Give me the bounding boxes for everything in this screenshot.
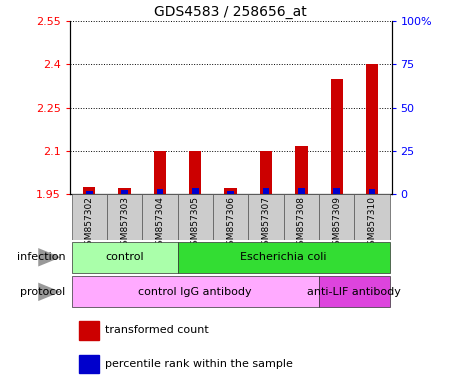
Bar <box>213 194 248 240</box>
Bar <box>79 321 99 340</box>
Bar <box>369 189 375 194</box>
Bar <box>333 188 340 194</box>
Text: transformed count: transformed count <box>105 325 209 336</box>
Bar <box>86 191 93 194</box>
Bar <box>83 187 95 194</box>
Bar <box>154 151 166 194</box>
Bar <box>79 355 99 373</box>
Bar <box>248 194 284 240</box>
Bar <box>319 276 390 307</box>
Bar <box>354 194 390 240</box>
Bar <box>72 276 319 307</box>
Text: GSM857308: GSM857308 <box>297 196 306 251</box>
Bar <box>192 188 198 194</box>
Text: control: control <box>105 252 144 262</box>
Bar <box>295 146 307 194</box>
Bar <box>72 194 107 240</box>
Text: control IgG antibody: control IgG antibody <box>139 287 252 297</box>
Text: GSM857306: GSM857306 <box>226 196 235 251</box>
Bar <box>225 188 237 194</box>
Bar <box>298 188 305 194</box>
Text: GSM857302: GSM857302 <box>85 196 94 251</box>
Text: GSM857305: GSM857305 <box>191 196 200 251</box>
Bar <box>260 151 272 194</box>
Bar <box>72 242 178 273</box>
Text: protocol: protocol <box>20 287 65 297</box>
Bar <box>157 189 163 194</box>
Text: GSM857303: GSM857303 <box>120 196 129 251</box>
Bar <box>178 194 213 240</box>
Text: GSM857307: GSM857307 <box>261 196 270 251</box>
Title: GDS4583 / 258656_at: GDS4583 / 258656_at <box>154 5 307 19</box>
Text: GSM857310: GSM857310 <box>368 196 377 251</box>
Bar <box>121 190 128 194</box>
Bar <box>366 64 378 194</box>
Polygon shape <box>38 283 61 301</box>
Text: GSM857309: GSM857309 <box>332 196 341 251</box>
Bar <box>227 191 234 194</box>
Text: Escherichia coli: Escherichia coli <box>240 252 327 262</box>
Bar <box>319 194 354 240</box>
Text: anti-LIF antibody: anti-LIF antibody <box>307 287 401 297</box>
Bar <box>142 194 178 240</box>
Bar <box>178 242 390 273</box>
Bar <box>330 79 343 194</box>
Bar <box>107 194 142 240</box>
Text: percentile rank within the sample: percentile rank within the sample <box>105 359 293 369</box>
Text: GSM857304: GSM857304 <box>155 196 164 251</box>
Bar <box>263 188 270 194</box>
Text: infection: infection <box>17 252 65 262</box>
Bar <box>118 188 131 194</box>
Bar <box>284 194 319 240</box>
Bar <box>189 151 202 194</box>
Polygon shape <box>38 248 61 266</box>
